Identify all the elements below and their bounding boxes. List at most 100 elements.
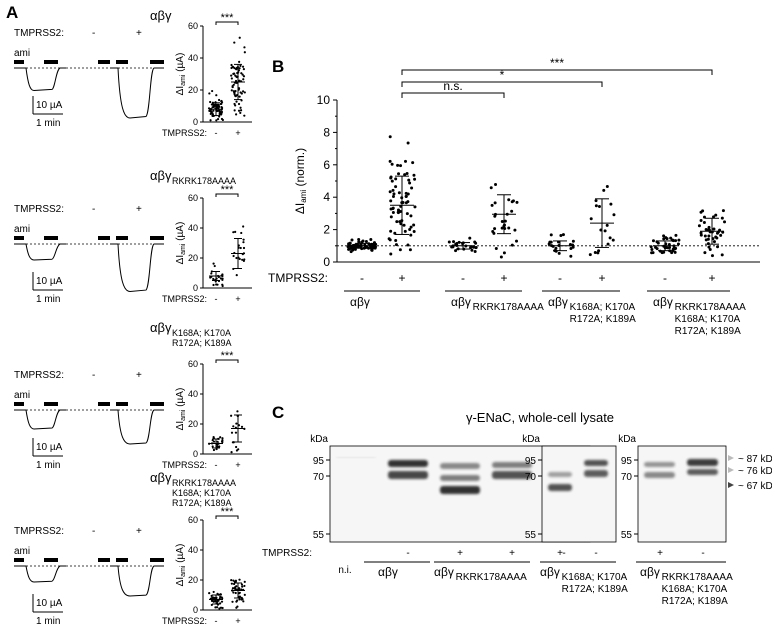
tmprss2-plus: +: [136, 28, 142, 39]
chart-point: [609, 202, 613, 206]
blot-1-mw-label: 70: [313, 472, 325, 483]
chart-point: [412, 223, 416, 227]
chart-point: [605, 184, 609, 188]
chart-point: [594, 204, 598, 208]
dotplot-point: [221, 278, 224, 282]
ylabel-sub: ami: [180, 565, 187, 577]
chart-tmprss2-plus: +: [598, 271, 605, 285]
chart-point: [408, 228, 412, 232]
dotplot-point: [235, 67, 238, 71]
chart-point: [655, 240, 659, 244]
dotplot-ytick-label: 0: [193, 117, 198, 127]
dotplot-point: [216, 117, 220, 121]
chart-ylabel-unit: (norm.): [293, 148, 307, 190]
dotplot-point: [237, 448, 240, 451]
chart-group-0: - + αβγ: [344, 135, 420, 309]
blot-3-mw-label: 95: [621, 456, 633, 467]
chart-point: [611, 238, 615, 242]
dotplot-point: [243, 91, 246, 94]
dotplot-point: [235, 588, 238, 591]
chart-tmprss2-minus: -: [663, 271, 667, 285]
chart-point: [493, 227, 497, 231]
blot-1-band: [440, 463, 480, 469]
chart-point: [720, 253, 724, 257]
blot1-lane-label: +: [509, 548, 515, 559]
dotplot-point: [233, 41, 236, 44]
dotplot-point: [213, 264, 216, 268]
chart-point: [402, 223, 406, 227]
chart-point: [364, 240, 368, 244]
dotplot-point: [239, 91, 242, 94]
row-title-main: αβγ: [150, 320, 172, 335]
chart-point: [589, 217, 593, 221]
dotplot-point: [212, 262, 215, 265]
dotplot-point: [230, 451, 233, 454]
chart-group-label-sub-0: K168A; K170A: [570, 302, 636, 313]
dotplot-point: [233, 93, 236, 96]
chart-point: [510, 243, 514, 247]
blot-group-label-0-main: αβγ: [378, 565, 398, 579]
dotplot-ylabel: ΔIami (µA): [175, 53, 187, 96]
chart-point: [404, 201, 408, 205]
blot-group-label-0: αβγ: [378, 565, 398, 579]
dotplot-point: [236, 410, 239, 413]
dotplot-point: [210, 272, 213, 275]
dotplot-ytick-label: 40: [188, 223, 198, 233]
dotplot-point: [239, 106, 242, 109]
dotplot-point: [221, 597, 224, 600]
chart-group-label-main: αβγ: [451, 295, 471, 309]
dotplot-point: [215, 283, 218, 286]
dotplot-point: [217, 98, 221, 102]
blot-3-band: [687, 469, 718, 475]
row-title-sub-0: RKRK178AAAA: [172, 176, 236, 186]
blot-3-mw-label: 70: [621, 472, 633, 483]
ylabel-main: ΔI: [175, 86, 186, 95]
ami-label: ami: [14, 546, 30, 557]
chart-point: [391, 195, 395, 199]
dotplot-point: [212, 277, 215, 281]
dotplot-point: [232, 579, 235, 582]
chart-point: [712, 227, 716, 231]
chart-point: [390, 179, 394, 183]
sig-bracket: [215, 359, 239, 363]
chart-point: [406, 141, 410, 145]
sig-bracket: [215, 515, 239, 519]
dotplot-point: [235, 113, 238, 116]
chart-point: [502, 251, 506, 255]
ylabel-main: ΔI: [175, 577, 186, 586]
dotplot-point: [241, 258, 244, 261]
sig-label: ***: [221, 350, 235, 362]
dotplot-point: [221, 273, 224, 276]
dotplot-point: [237, 102, 241, 106]
dotplot-point: [211, 89, 214, 93]
dotplot-point: [242, 241, 245, 244]
sig-bracket: [215, 193, 239, 197]
chart-point: [408, 181, 412, 185]
trace-plus: [110, 67, 164, 119]
blot-group-label-3-sub-1: K168A; K170A: [662, 584, 728, 595]
ami-bar-2: [98, 402, 110, 406]
blot-1-mw-label: 55: [313, 530, 325, 541]
chart-point: [394, 177, 398, 181]
dotplot-plus: +: [235, 128, 240, 138]
blot-1-band: [440, 475, 480, 481]
dotplot-point: [238, 67, 241, 70]
chart-point: [671, 249, 675, 253]
blot-3-band: [687, 459, 718, 466]
scale-time-label: 1 min: [36, 294, 60, 305]
ami-bar-2: [98, 60, 110, 64]
chart-point: [507, 198, 511, 202]
chart-point: [357, 238, 361, 242]
chart-point: [388, 159, 392, 163]
dotplot-point: [216, 592, 219, 595]
chart-point: [493, 201, 497, 205]
chart-group-label: αβγ: [350, 295, 370, 309]
chart-point: [489, 186, 493, 190]
ylabel-unit: (µA): [175, 388, 186, 410]
dotplot-plus: +: [235, 460, 240, 470]
blot-group-label-1: αβγ RKRK178AAAA: [434, 565, 527, 583]
ylabel-sub: ami: [180, 74, 187, 86]
blot-tmprss2-label: TMPRSS2:: [262, 548, 312, 559]
tmprss2-plus: +: [136, 526, 142, 537]
